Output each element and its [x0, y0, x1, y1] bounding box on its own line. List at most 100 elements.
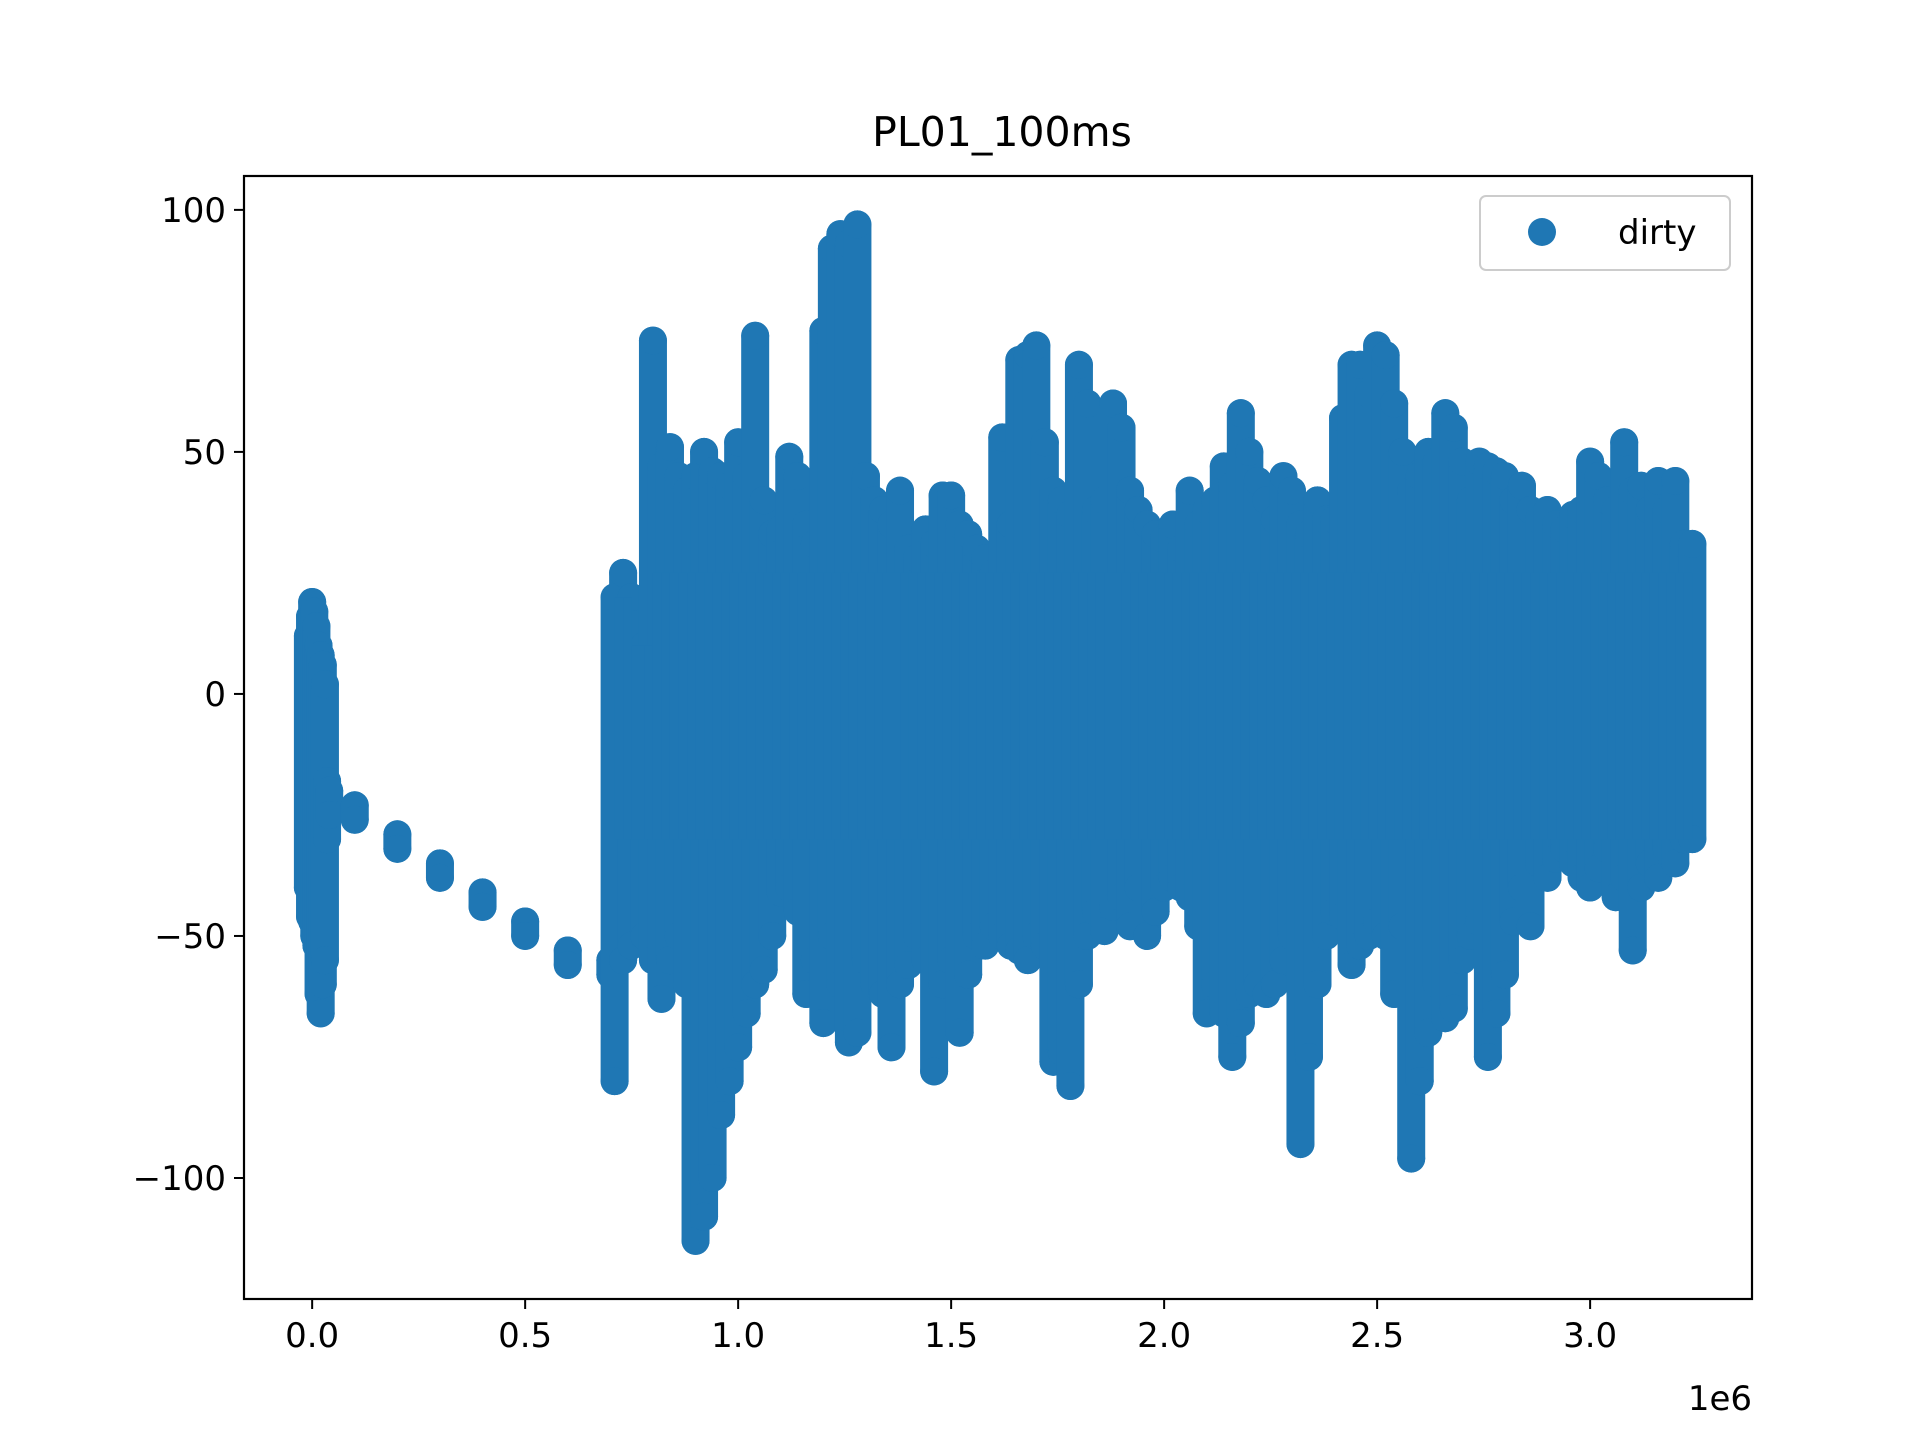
series-dirty-fill — [1360, 572, 1369, 840]
series-dirty-point — [715, 1067, 744, 1096]
series-dirty-fill — [797, 572, 807, 840]
series-dirty-point — [1303, 970, 1332, 999]
series-dirty-fill — [1113, 572, 1122, 840]
series-dirty-fill — [755, 572, 764, 840]
series-dirty-fill — [1470, 572, 1480, 840]
series-dirty-point — [1175, 476, 1204, 505]
series-dirty-fill — [652, 572, 662, 840]
series-dirty-fill — [993, 572, 1003, 840]
series-dirty-point — [1090, 917, 1119, 946]
series-dirty-fill — [1385, 572, 1395, 840]
series-dirty-fill — [1547, 572, 1557, 840]
series-dirty-fill — [729, 572, 739, 840]
series-dirty-fill — [623, 597, 632, 840]
series-dirty-point — [1294, 1042, 1323, 1071]
series-dirty-point — [809, 1009, 838, 1038]
series-dirty-point — [843, 210, 872, 239]
series-dirty-point — [1235, 437, 1264, 466]
series-dirty-fill — [661, 572, 670, 840]
series-dirty-fill — [1675, 572, 1684, 840]
series-dirty-point — [511, 921, 540, 950]
series-dirty-point — [383, 834, 412, 863]
series-dirty-point — [340, 805, 369, 834]
series-dirty-point — [749, 955, 778, 984]
series-dirty-fill — [1632, 572, 1642, 840]
series-dirty-point — [843, 1018, 872, 1047]
series-dirty-point — [1405, 1067, 1434, 1096]
series-dirty-fill — [1104, 572, 1114, 840]
legend-marker-dirty — [1528, 218, 1556, 246]
series-dirty-fill — [1249, 572, 1258, 840]
series-dirty-fill — [1121, 572, 1131, 840]
series-dirty-fill — [772, 572, 781, 840]
series-dirty-point — [308, 970, 337, 999]
series-dirty-fill — [1649, 572, 1659, 840]
series-dirty-fill — [934, 572, 943, 840]
series-dirty-fill — [1095, 572, 1105, 840]
series-dirty-fill — [1172, 572, 1182, 840]
series-dirty-fill — [951, 572, 960, 840]
series-dirty-point — [1107, 413, 1136, 442]
series-dirty-fill — [1240, 572, 1250, 840]
series-dirty-fill — [1164, 572, 1173, 840]
series-dirty-fill — [1138, 572, 1148, 840]
series-dirty-fill — [1521, 572, 1531, 840]
y-axis: −100 −50 0 50 100 — [133, 191, 244, 1199]
legend: dirty — [1479, 195, 1731, 271]
x-axis: 0.0 0.5 1.0 1.5 2.0 2.5 3.0 — [285, 1299, 1617, 1356]
series-dirty-fill — [644, 645, 653, 840]
series-dirty-fill — [1607, 572, 1616, 840]
x-tick-label: 3.0 — [1563, 1316, 1617, 1356]
series-dirty-fill — [1411, 572, 1420, 840]
series-dirty-fill — [1564, 572, 1574, 840]
series-dirty-point — [1618, 936, 1647, 965]
series-dirty-point — [886, 476, 915, 505]
series-dirty-fill — [891, 572, 901, 840]
series-dirty-fill — [678, 572, 688, 840]
series-dirty-fill — [1581, 572, 1591, 840]
series-dirty-point — [1064, 350, 1093, 379]
series-dirty-fill — [1683, 572, 1693, 840]
series-dirty-point — [1226, 1009, 1255, 1038]
series-dirty-fill — [1044, 572, 1054, 840]
series-dirty-fill — [1010, 572, 1020, 840]
series-dirty-point — [954, 960, 983, 989]
series-dirty-fill — [721, 572, 730, 840]
series-dirty-point — [690, 1202, 719, 1231]
series-dirty-point — [749, 486, 778, 515]
series-dirty-fill — [1641, 572, 1650, 840]
series-dirty-fill — [1198, 572, 1207, 840]
x-tick-label: 0.5 — [498, 1316, 552, 1356]
x-tick-label: 0.0 — [285, 1316, 339, 1356]
series-dirty-fill — [1666, 572, 1676, 840]
y-tick-label: 50 — [183, 433, 226, 473]
series-dirty-point — [638, 326, 667, 355]
series-dirty-fill — [780, 572, 790, 840]
series-dirty-point — [1286, 1130, 1315, 1159]
series-dirty-point — [1371, 341, 1400, 370]
series-dirty-point — [315, 776, 344, 805]
series-dirty-fill — [687, 572, 696, 840]
series-dirty-fill — [738, 572, 747, 840]
legend-box — [1479, 195, 1731, 271]
series-dirty-point — [1516, 912, 1545, 941]
series-dirty-point — [707, 1101, 736, 1130]
series-dirty-point — [945, 1018, 974, 1047]
series-dirty-point — [1661, 849, 1690, 878]
series-dirty-fill — [1590, 572, 1599, 840]
series-dirty-fill — [1308, 572, 1318, 840]
series-dirty-point — [1678, 529, 1707, 558]
series-dirty-point — [647, 984, 676, 1013]
series-dirty-fill — [823, 572, 832, 840]
x-tick-label: 1.5 — [924, 1316, 978, 1356]
series-dirty-point — [920, 1057, 949, 1086]
series-dirty-fill — [631, 645, 645, 840]
series-dirty-fill — [712, 572, 722, 840]
y-tick-label: 0 — [204, 675, 226, 715]
series-dirty-fill — [831, 572, 841, 840]
series-dirty-fill — [1453, 572, 1463, 840]
series-dirty-point — [698, 1163, 727, 1192]
series-dirty-fill — [763, 572, 773, 840]
series-dirty-fill — [1394, 572, 1403, 840]
series-dirty-point — [1260, 970, 1289, 999]
